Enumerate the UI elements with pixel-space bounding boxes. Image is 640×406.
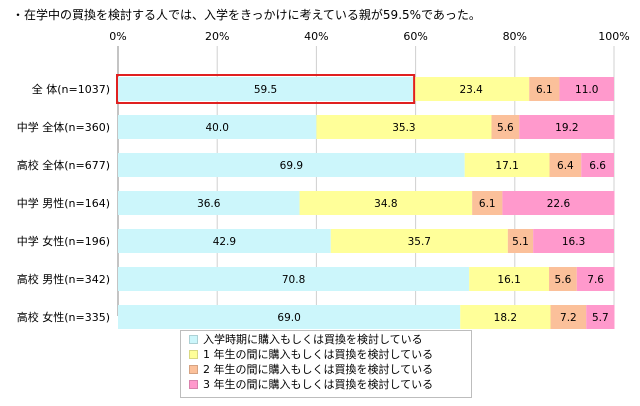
category-label: 中学 女性(n=196) bbox=[17, 234, 110, 248]
bar-segment bbox=[413, 77, 530, 101]
x-tick-label: 0% bbox=[109, 30, 126, 43]
bar-segment bbox=[464, 153, 550, 177]
bar-segment bbox=[472, 191, 503, 215]
legend-item: 入学時期に購入もしくは買換を検討している bbox=[189, 333, 423, 347]
data-label: 70.8 bbox=[282, 274, 305, 286]
bar-segment bbox=[118, 305, 461, 329]
category-label: 高校 男性(n=342) bbox=[17, 272, 110, 286]
bar-segment bbox=[118, 267, 470, 291]
bar-segment bbox=[330, 229, 508, 253]
chart-legend: 入学時期に購入もしくは買換を検討している 1 年生の間に購入もしくは買換を検討して… bbox=[180, 330, 472, 398]
x-tick-label: 60% bbox=[403, 30, 427, 43]
legend-item: 3 年生の間に購入もしくは買換を検討している bbox=[189, 378, 433, 392]
data-label: 7.2 bbox=[560, 312, 577, 324]
category-label: 全 体(n=1037) bbox=[32, 82, 110, 96]
data-label: 5.6 bbox=[497, 122, 514, 134]
data-label: 19.2 bbox=[555, 122, 578, 134]
stacked-bar-chart: 0% 20% 40% 60% 80% 100% 全 体(n=1037) 59.5 23.4 6.1… bbox=[17, 30, 630, 329]
bar-segment bbox=[559, 77, 614, 101]
data-label: 7.6 bbox=[587, 274, 604, 286]
data-label: 5.7 bbox=[592, 312, 609, 324]
bar-segment bbox=[533, 229, 614, 253]
bar-segment bbox=[118, 115, 317, 139]
bar-segment bbox=[491, 115, 520, 139]
data-label: 17.1 bbox=[495, 160, 518, 172]
data-label: 18.2 bbox=[494, 312, 517, 324]
legend-swatch bbox=[189, 334, 198, 344]
data-label: 42.9 bbox=[213, 236, 236, 248]
highlight-box bbox=[116, 74, 416, 104]
data-label: 16.3 bbox=[562, 236, 585, 248]
bar-segment bbox=[502, 191, 615, 215]
data-label: 6.4 bbox=[557, 160, 574, 172]
category-label: 中学 全体(n=360) bbox=[17, 120, 110, 134]
category-label: 高校 全体(n=677) bbox=[17, 158, 110, 172]
data-label: 6.1 bbox=[479, 198, 496, 210]
legend-label: 2 年生の間に購入もしくは買換を検討している bbox=[203, 363, 434, 376]
chart-title: ・在学中の買換を検討する人では、入学をきっかけに考えている親が59.5%であった… bbox=[12, 8, 481, 22]
data-label: 35.3 bbox=[392, 122, 415, 134]
bar-segment bbox=[118, 191, 300, 215]
data-label: 22.6 bbox=[547, 198, 571, 210]
bar-segment bbox=[118, 77, 414, 101]
bar-segment bbox=[549, 153, 582, 177]
bar-segment bbox=[529, 77, 560, 101]
data-label: 23.4 bbox=[459, 84, 483, 96]
data-label: 36.6 bbox=[197, 198, 221, 210]
legend-item: 2 年生の間に購入もしくは買換を検討している bbox=[189, 363, 433, 377]
bar-segment bbox=[316, 115, 492, 139]
category-label: 中学 男性(n=164) bbox=[17, 196, 110, 210]
bar-segment bbox=[118, 229, 331, 253]
bar-segment bbox=[118, 153, 465, 177]
data-label: 6.1 bbox=[536, 84, 553, 96]
bar-segment bbox=[576, 267, 615, 291]
data-label: 40.0 bbox=[206, 122, 229, 134]
data-label: 11.0 bbox=[575, 84, 598, 96]
data-label: 6.6 bbox=[589, 160, 606, 172]
legend-label: 入学時期に購入もしくは買換を検討している bbox=[203, 333, 423, 346]
bar-segment bbox=[549, 267, 577, 291]
legend-swatch bbox=[189, 364, 198, 374]
bar-segment bbox=[586, 305, 615, 329]
legend-swatch bbox=[189, 349, 198, 359]
x-tick-label: 100% bbox=[598, 30, 629, 43]
data-label: 34.8 bbox=[374, 198, 397, 210]
bar-segment bbox=[581, 153, 614, 177]
bar-segment bbox=[299, 191, 473, 215]
data-label: 69.9 bbox=[280, 160, 303, 172]
x-tick-label: 40% bbox=[304, 30, 328, 43]
legend-swatch bbox=[189, 379, 198, 389]
data-label: 5.6 bbox=[555, 274, 572, 286]
bar-segment bbox=[507, 229, 534, 253]
legend-label: 3 年生の間に購入もしくは買換を検討している bbox=[203, 378, 434, 391]
category-label: 高校 女性(n=335) bbox=[17, 310, 110, 324]
x-tick-label: 20% bbox=[205, 30, 229, 43]
data-label: 69.0 bbox=[277, 312, 300, 324]
bar-segment bbox=[469, 267, 550, 291]
data-label: 35.7 bbox=[408, 236, 431, 248]
data-label: 59.5 bbox=[254, 84, 277, 96]
bar-segment bbox=[519, 115, 615, 139]
bar-segment bbox=[550, 305, 587, 329]
data-label: 5.1 bbox=[512, 236, 529, 248]
data-label: 16.1 bbox=[497, 274, 520, 286]
legend-label: 1 年生の間に購入もしくは買換を検討している bbox=[203, 348, 434, 361]
legend-item: 1 年生の間に購入もしくは買換を検討している bbox=[189, 348, 433, 362]
x-tick-label: 80% bbox=[503, 30, 527, 43]
bar-segment bbox=[460, 305, 551, 329]
